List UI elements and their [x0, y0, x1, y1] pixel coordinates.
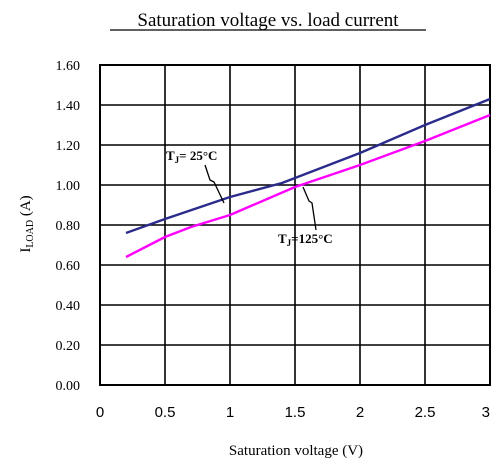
- chart-title: Saturation voltage vs. load current: [137, 10, 399, 31]
- y-axis-label-rest: (A): [18, 195, 34, 220]
- y-tick-label: 1.60: [56, 59, 81, 74]
- y-tick-label: 1.40: [56, 99, 81, 114]
- y-axis-label: ILOAD (A): [18, 195, 36, 252]
- x-tick-label: 2: [356, 404, 364, 421]
- series-label-25c: TJ= 25°C: [166, 148, 217, 165]
- plot-frame: [99, 64, 491, 386]
- y-tick-label: 0.80: [56, 219, 81, 234]
- series-line-1: [125, 113, 491, 259]
- y-tick-label: 0.60: [56, 259, 81, 274]
- series-label-125c-leader: [302, 186, 317, 231]
- y-axis-label-group: ILOAD (A): [18, 195, 36, 252]
- x-tick-label: 0.5: [155, 404, 176, 421]
- series-layer: [125, 97, 491, 259]
- x-tick-label: 3: [482, 404, 490, 421]
- x-tick-label: 2.5: [415, 404, 436, 421]
- y-tick-label: 0.00: [56, 379, 81, 394]
- series-line-0: [125, 97, 491, 235]
- axis-layer: [99, 64, 491, 386]
- y-tick-label: 1.20: [56, 139, 81, 154]
- x-tick-label: 1.5: [285, 404, 306, 421]
- grid-layer: [99, 64, 491, 386]
- series-label-25c-leader: [204, 164, 225, 204]
- tick-layer: 0 0.5 1 1.5 2 2.5 3 0.00 0.20 0.40 0.60 0.80 1.00 1.2…: [56, 59, 491, 421]
- x-axis-label: Saturation voltage (V): [229, 443, 363, 459]
- y-axis-label-sub: LOAD: [25, 220, 36, 248]
- y-tick-label: 0.40: [56, 299, 81, 314]
- y-tick-label: 0.20: [56, 339, 81, 354]
- x-tick-label: 1: [226, 404, 234, 421]
- annotation-layer: TJ= 25°C TJ=125°C: [166, 148, 333, 248]
- x-tick-label: 0: [96, 404, 104, 421]
- y-axis-label-main: I: [18, 248, 34, 253]
- y-tick-label: 1.00: [56, 179, 81, 194]
- series-label-125c: TJ=125°C: [278, 231, 333, 248]
